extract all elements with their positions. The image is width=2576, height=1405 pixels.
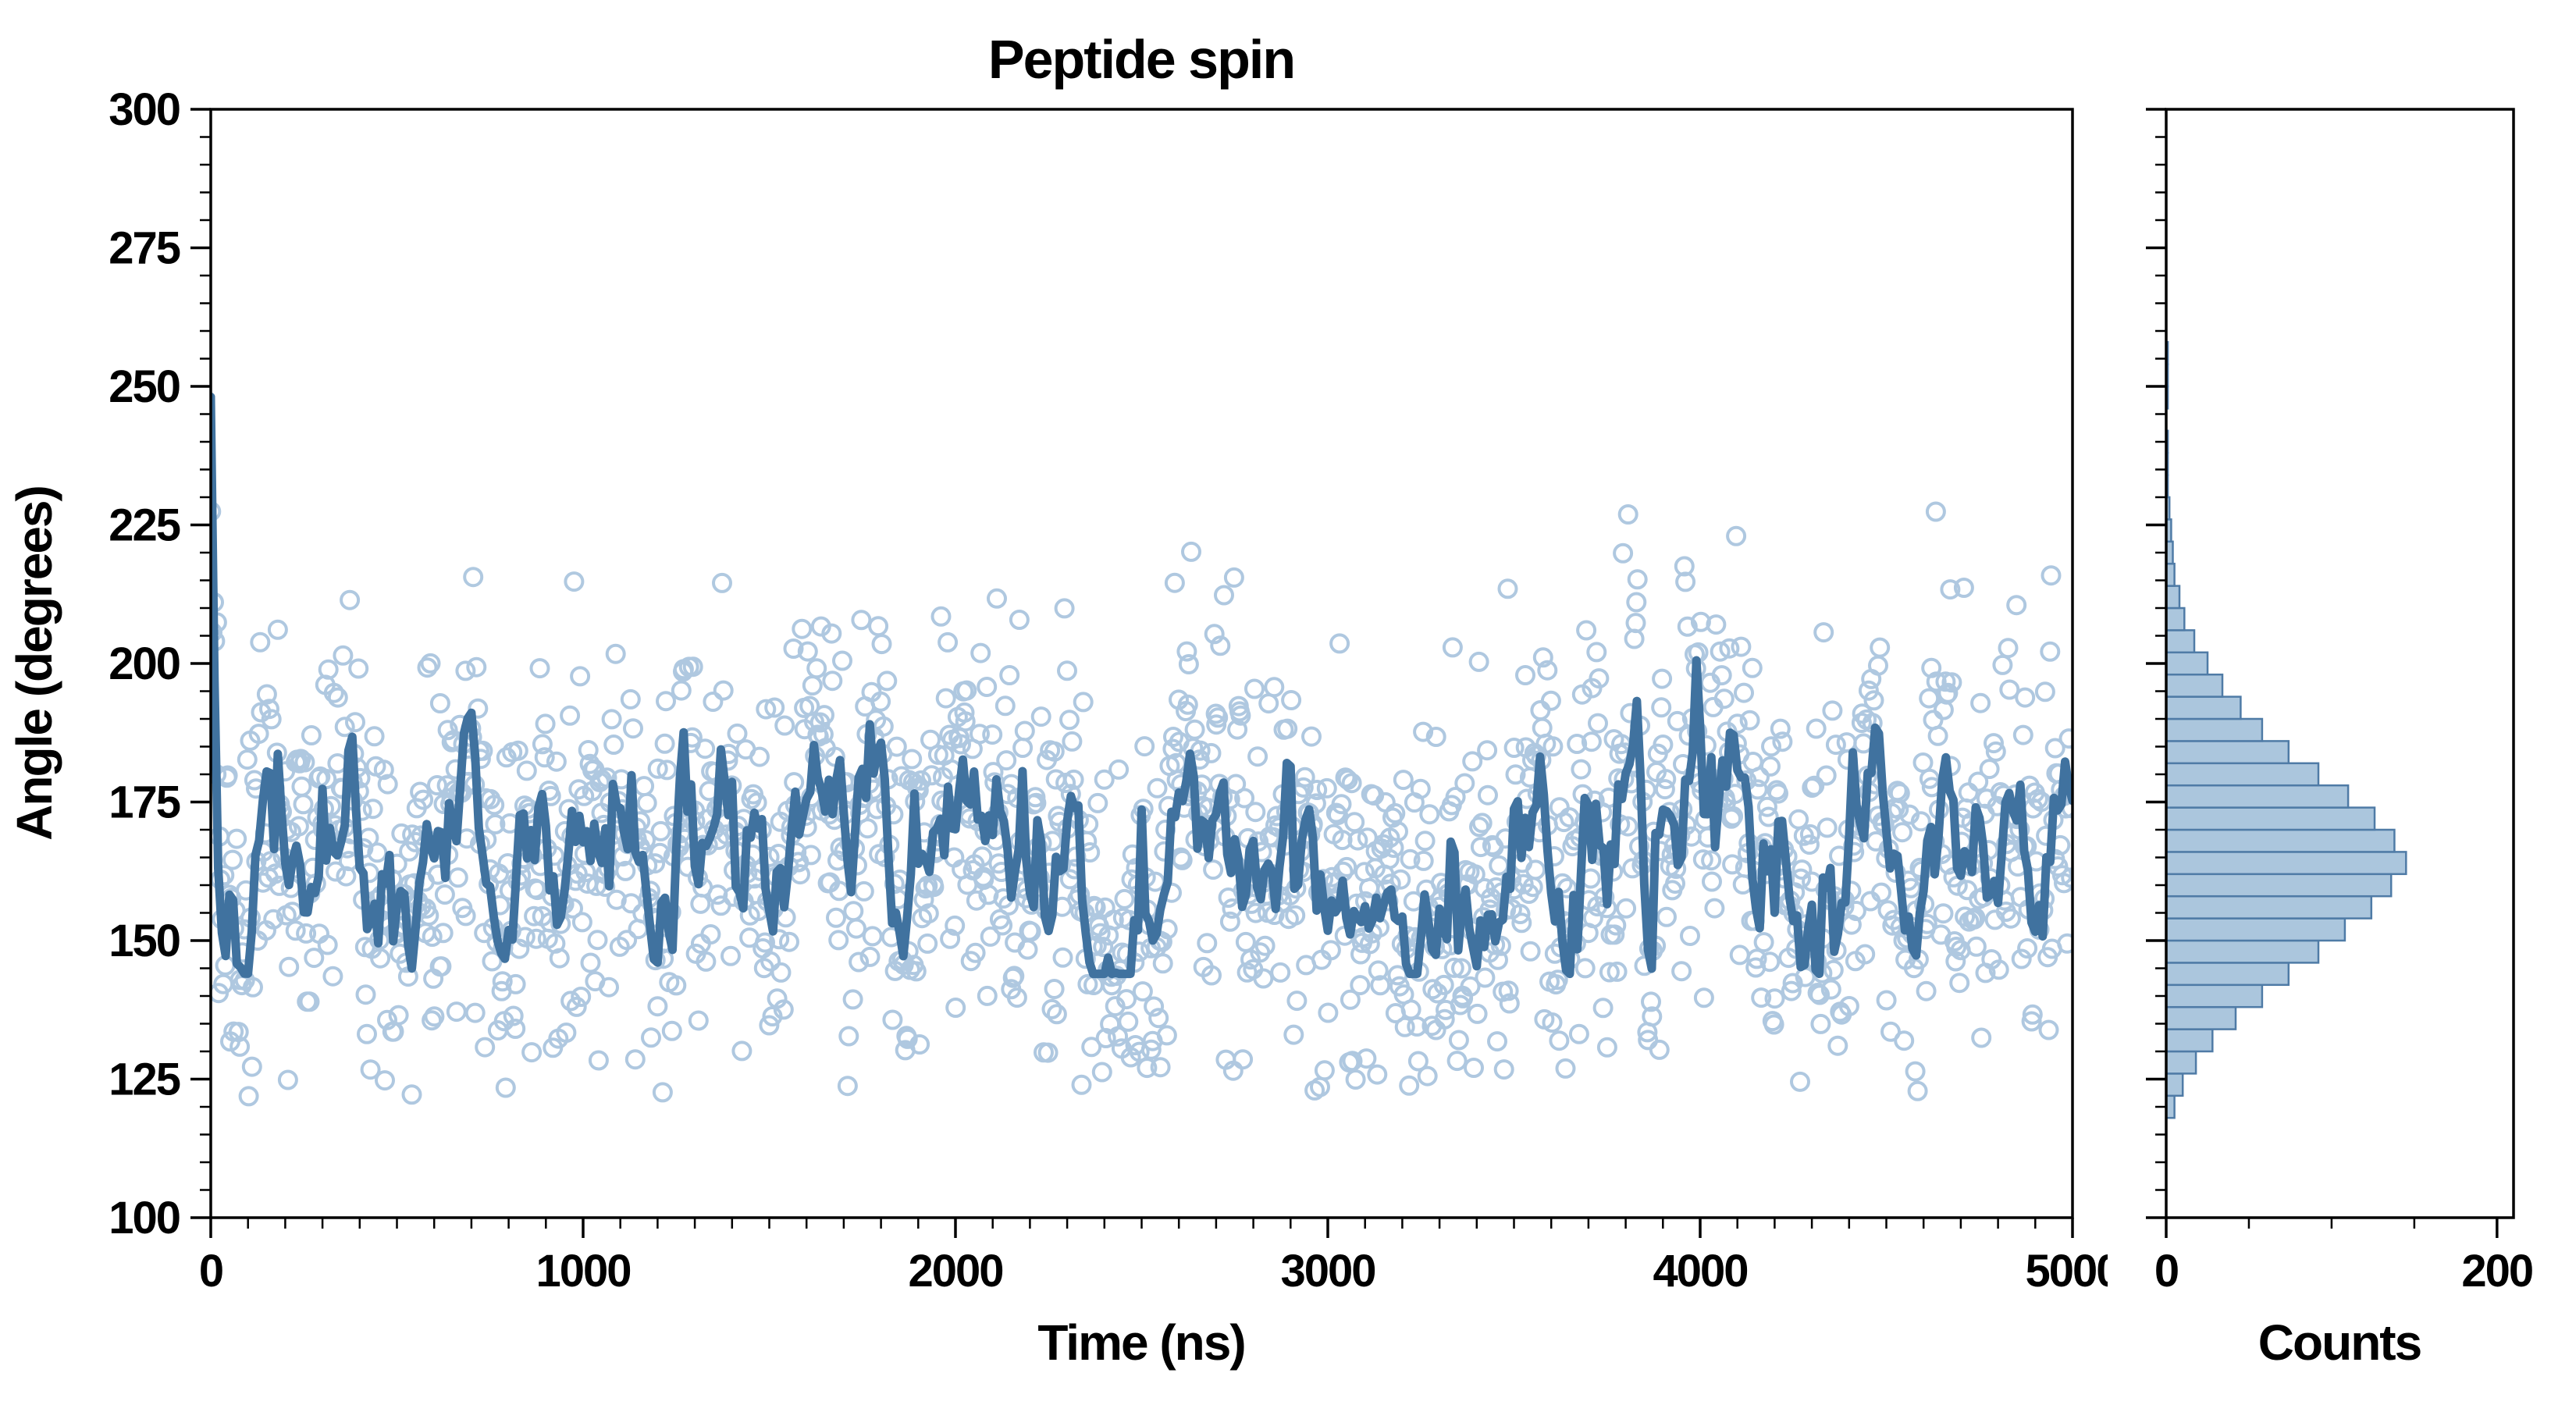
histogram-bar [2166, 784, 2350, 809]
histogram-bar [2166, 717, 2264, 742]
histogram-bar [2166, 895, 2373, 919]
histogram-bar [2166, 629, 2196, 654]
histogram-bar [2166, 762, 2320, 787]
histogram-bar [2166, 984, 2264, 1008]
y-tick-label: 125 [109, 1055, 180, 1105]
hist-x-tick-label: 0 [2154, 1246, 2178, 1297]
histogram-axes: 0 200 [2146, 108, 2534, 1297]
x-tick-label: 4000 [1653, 1246, 1747, 1297]
histogram-bar [2166, 673, 2224, 698]
histogram-bar [2166, 1072, 2184, 1097]
histogram-bar [2166, 1028, 2214, 1053]
histogram-bar [2166, 939, 2320, 964]
x-tick-label: 2000 [908, 1246, 1002, 1297]
chart-title: Peptide spin [988, 29, 1294, 90]
y-tick-label: 225 [109, 500, 180, 551]
histogram-bar [2166, 806, 2376, 831]
histogram-bar [2166, 962, 2290, 987]
y-tick-label: 200 [109, 638, 180, 689]
y-tick-label: 150 [109, 916, 180, 966]
hist-x-axis-label: Counts [2258, 1314, 2421, 1371]
histogram-bar [2166, 651, 2209, 676]
histogram-bar [2166, 917, 2347, 942]
y-axis-label: Angle (degrees) [6, 486, 62, 841]
histogram-bar [2166, 1005, 2237, 1030]
histogram-bar [2166, 873, 2393, 898]
histogram-bar [2166, 740, 2290, 765]
y-tick-label: 275 [109, 223, 180, 274]
histogram-bar [2166, 851, 2407, 876]
histogram-plot: 0 200 Counts [2146, 108, 2534, 1371]
histogram-bars [2166, 340, 2407, 1119]
x-tick-label: 1000 [535, 1246, 630, 1297]
x-axis-label: Time (ns) [1037, 1314, 1244, 1371]
y-tick-label: 300 [109, 84, 180, 135]
y-tick-label: 250 [109, 361, 180, 412]
x-tick-label: 5000 [2025, 1246, 2108, 1297]
histogram-bar [2166, 1050, 2197, 1075]
scatter-points [211, 501, 2073, 1107]
timeseries-plot: 0 1000 2000 3000 4000 5000 100 125 150 175 200 225 2… [6, 29, 2108, 1371]
timeseries-axes: 0 1000 2000 3000 4000 5000 100 125 150 175 200 225 2… [109, 84, 2108, 1297]
hist-x-tick-label: 200 [2461, 1246, 2532, 1297]
histogram-bar [2166, 606, 2186, 631]
x-tick-label: 3000 [1280, 1246, 1375, 1297]
timeseries-marks [211, 392, 2073, 1107]
histogram-bar [2166, 585, 2181, 610]
x-tick-label: 0 [199, 1246, 222, 1297]
running-average-line [211, 392, 2073, 979]
histogram-bar [2166, 695, 2242, 720]
y-tick-label: 100 [109, 1193, 180, 1243]
y-tick-label: 175 [109, 777, 180, 828]
histogram-bar [2166, 828, 2396, 853]
